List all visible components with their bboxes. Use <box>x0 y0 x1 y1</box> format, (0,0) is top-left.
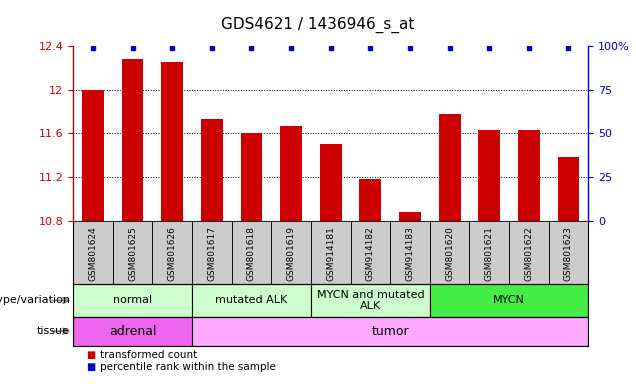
Text: GDS4621 / 1436946_s_at: GDS4621 / 1436946_s_at <box>221 17 415 33</box>
Bar <box>272 221 311 284</box>
Bar <box>311 284 430 317</box>
Bar <box>430 221 469 284</box>
Bar <box>192 284 311 317</box>
Bar <box>153 221 192 284</box>
Bar <box>280 126 302 221</box>
Text: GSM801623: GSM801623 <box>564 226 573 281</box>
Bar <box>439 114 460 221</box>
Bar <box>320 144 342 221</box>
Text: tissue: tissue <box>37 326 70 336</box>
Bar <box>558 157 579 221</box>
Text: ■: ■ <box>86 362 95 372</box>
Bar <box>232 221 272 284</box>
Bar <box>549 221 588 284</box>
Bar <box>399 212 421 221</box>
Text: adrenal: adrenal <box>109 325 156 338</box>
Bar <box>469 221 509 284</box>
Text: GSM914182: GSM914182 <box>366 226 375 281</box>
Text: MYCN: MYCN <box>493 295 525 306</box>
Bar <box>478 130 500 221</box>
Text: transformed count: transformed count <box>100 350 197 360</box>
Text: GSM914183: GSM914183 <box>406 226 415 281</box>
Text: GSM801624: GSM801624 <box>88 226 97 281</box>
Bar <box>192 317 588 346</box>
Bar <box>390 221 430 284</box>
Bar <box>73 284 192 317</box>
Text: GSM801617: GSM801617 <box>207 226 216 281</box>
Bar <box>509 221 549 284</box>
Text: GSM801618: GSM801618 <box>247 226 256 281</box>
Bar <box>162 63 183 221</box>
Text: GSM801621: GSM801621 <box>485 226 494 281</box>
Text: GSM801620: GSM801620 <box>445 226 454 281</box>
Text: GSM801626: GSM801626 <box>168 226 177 281</box>
Text: GSM801622: GSM801622 <box>524 226 534 281</box>
Bar <box>240 134 263 221</box>
Text: genotype/variation: genotype/variation <box>0 295 70 306</box>
Text: MYCN and mutated
ALK: MYCN and mutated ALK <box>317 290 424 311</box>
Text: percentile rank within the sample: percentile rank within the sample <box>100 362 276 372</box>
Bar <box>73 221 113 284</box>
Text: GSM801625: GSM801625 <box>128 226 137 281</box>
Bar <box>82 90 104 221</box>
Bar <box>201 119 223 221</box>
Bar <box>192 221 232 284</box>
Text: ■: ■ <box>86 350 95 360</box>
Text: GSM914181: GSM914181 <box>326 226 335 281</box>
Bar <box>350 221 390 284</box>
Bar <box>121 59 144 221</box>
Bar <box>311 221 350 284</box>
Bar <box>113 221 153 284</box>
Bar <box>430 284 588 317</box>
Text: mutated ALK: mutated ALK <box>216 295 287 306</box>
Text: tumor: tumor <box>371 325 409 338</box>
Bar <box>518 130 540 221</box>
Text: normal: normal <box>113 295 152 306</box>
Text: GSM801619: GSM801619 <box>287 226 296 281</box>
Bar <box>73 317 192 346</box>
Bar <box>359 179 381 221</box>
